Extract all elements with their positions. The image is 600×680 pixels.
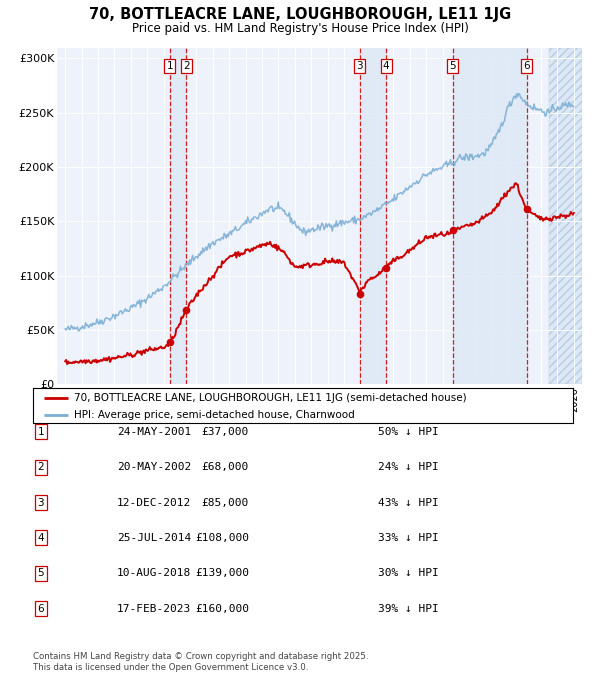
Text: Contains HM Land Registry data © Crown copyright and database right 2025.
This d: Contains HM Land Registry data © Crown c… <box>33 652 368 672</box>
Text: 3: 3 <box>356 61 363 71</box>
Text: 1: 1 <box>167 61 173 71</box>
Text: £139,000: £139,000 <box>195 568 249 578</box>
Bar <box>452 48 527 384</box>
Text: 70, BOTTLEACRE LANE, LOUGHBOROUGH, LE11 1JG: 70, BOTTLEACRE LANE, LOUGHBOROUGH, LE11 … <box>89 7 511 22</box>
Text: 24% ↓ HPI: 24% ↓ HPI <box>378 462 439 472</box>
Text: £108,000: £108,000 <box>195 533 249 543</box>
Text: £160,000: £160,000 <box>195 604 249 613</box>
Text: 39% ↓ HPI: 39% ↓ HPI <box>378 604 439 613</box>
Text: 1: 1 <box>37 427 44 437</box>
Bar <box>170 48 186 384</box>
Text: 20-MAY-2002: 20-MAY-2002 <box>117 462 191 472</box>
Text: £85,000: £85,000 <box>202 498 249 507</box>
Text: 70, BOTTLEACRE LANE, LOUGHBOROUGH, LE11 1JG (semi-detached house): 70, BOTTLEACRE LANE, LOUGHBOROUGH, LE11 … <box>74 392 466 403</box>
Bar <box>549 48 582 384</box>
Text: 6: 6 <box>37 604 44 613</box>
Text: £68,000: £68,000 <box>202 462 249 472</box>
Text: 17-FEB-2023: 17-FEB-2023 <box>117 604 191 613</box>
Bar <box>549 48 582 384</box>
Text: 2: 2 <box>37 462 44 472</box>
Text: 12-DEC-2012: 12-DEC-2012 <box>117 498 191 507</box>
Text: 6: 6 <box>523 61 530 71</box>
Text: 30% ↓ HPI: 30% ↓ HPI <box>378 568 439 578</box>
Text: 43% ↓ HPI: 43% ↓ HPI <box>378 498 439 507</box>
Bar <box>359 48 386 384</box>
Text: 4: 4 <box>383 61 389 71</box>
Text: £37,000: £37,000 <box>202 427 249 437</box>
Text: 3: 3 <box>37 498 44 507</box>
Text: HPI: Average price, semi-detached house, Charnwood: HPI: Average price, semi-detached house,… <box>74 410 354 420</box>
Text: 50% ↓ HPI: 50% ↓ HPI <box>378 427 439 437</box>
Text: 33% ↓ HPI: 33% ↓ HPI <box>378 533 439 543</box>
Text: 25-JUL-2014: 25-JUL-2014 <box>117 533 191 543</box>
Text: 5: 5 <box>449 61 456 71</box>
Text: 5: 5 <box>37 568 44 578</box>
Text: 24-MAY-2001: 24-MAY-2001 <box>117 427 191 437</box>
Text: 4: 4 <box>37 533 44 543</box>
Text: 10-AUG-2018: 10-AUG-2018 <box>117 568 191 578</box>
Text: 2: 2 <box>183 61 190 71</box>
Text: Price paid vs. HM Land Registry's House Price Index (HPI): Price paid vs. HM Land Registry's House … <box>131 22 469 35</box>
